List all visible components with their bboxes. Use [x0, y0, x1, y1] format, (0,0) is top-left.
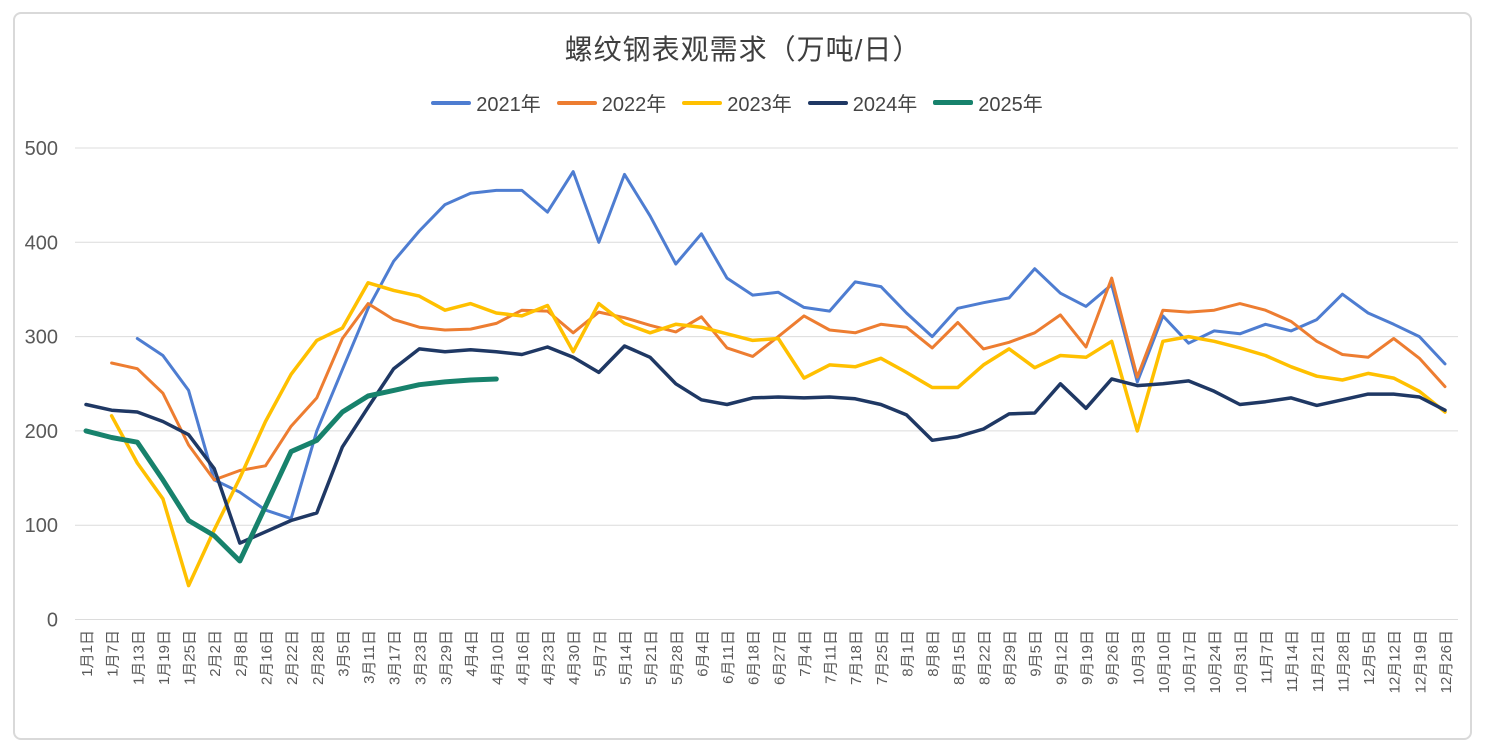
x-axis-tick-label: 2月8日 [233, 630, 250, 677]
x-axis-tick-label: 5月14日 [617, 630, 634, 685]
legend-swatch-2021年 [431, 100, 472, 105]
x-axis-tick-label: 10月31日 [1233, 630, 1250, 693]
x-axis-tick-label: 12月26日 [1438, 630, 1455, 693]
x-axis-tick-label: 1月19日 [156, 630, 173, 685]
x-axis-tick-label: 2月16日 [258, 630, 275, 685]
x-axis-tick-label: 1月25日 [182, 630, 199, 685]
series-line-2024年 [84, 344, 1447, 545]
y-axis-tick-label: 0 [47, 610, 58, 632]
x-axis-tick-label: 8月15日 [951, 630, 968, 685]
x-axis-tick-label: 11月14日 [1284, 630, 1301, 692]
x-axis-tick-label: 7月11日 [823, 630, 840, 684]
x-axis-tick-label: 3月29日 [438, 630, 455, 685]
x-axis-tick-label: 7月25日 [874, 630, 891, 685]
x-axis-tick-label: 10月17日 [1182, 630, 1199, 693]
legend-swatch-2024年 [807, 100, 848, 105]
y-axis-tick-label: 400 [25, 232, 58, 254]
x-axis-tick-label: 8月1日 [900, 630, 917, 677]
legend-swatch-2023年 [682, 100, 723, 105]
x-axis-tick-label: 9月26日 [1105, 630, 1122, 685]
x-axis-tick-label: 11月21日 [1310, 630, 1327, 692]
x-axis-tick-label: 10月10日 [1156, 630, 1173, 693]
chart-border [13, 12, 1472, 740]
legend-label: 2022年 [601, 94, 667, 116]
x-axis-tick-label: 3月11日 [361, 630, 378, 684]
legend: 2021年 2022年 2023年 2024年 2025年 [0, 88, 1486, 117]
x-axis-tick-label: 10月3日 [1130, 630, 1147, 685]
x-axis-tick-label: 9月19日 [1079, 630, 1096, 685]
series-line-2021年 [135, 170, 1447, 521]
x-axis-tick-label: 2月28日 [310, 630, 327, 685]
x-axis-tick-label: 3月17日 [387, 630, 404, 685]
x-axis-tick-label: 9月5日 [1028, 630, 1045, 677]
x-axis-tick-label: 2月22日 [284, 630, 301, 685]
y-axis-tick-label: 300 [25, 327, 58, 349]
x-axis-tick-label: 1月13日 [130, 630, 147, 685]
series-line-2025年 [83, 376, 499, 564]
legend-item-2021年[interactable]: 2021年 [431, 88, 553, 117]
x-axis-tick-label: 11月28日 [1335, 630, 1352, 692]
legend-label: 2024年 [852, 94, 918, 116]
legend-item-2025年[interactable]: 2025年 [933, 88, 1055, 117]
x-axis-tick-label: 12月12日 [1387, 630, 1404, 693]
x-axis-tick-label: 8月22日 [976, 630, 993, 685]
x-axis-tick-label: 6月27日 [771, 630, 788, 685]
y-axis-tick-label: 200 [25, 421, 58, 443]
legend-label: 2021年 [476, 94, 541, 116]
x-axis-tick-label: 5月28日 [669, 630, 686, 685]
x-axis-tick-label: 11月7日 [1259, 630, 1276, 684]
legend-swatch-2025年 [933, 100, 974, 105]
legend-label: 2023年 [727, 94, 792, 116]
series-line-2022年 [110, 276, 1447, 482]
x-axis-tick-label: 7月4日 [797, 630, 814, 677]
x-axis-tick-label: 5月7日 [592, 630, 609, 677]
x-axis-tick-label: 2月2日 [207, 630, 224, 677]
legend-item-2022年[interactable]: 2022年 [556, 88, 679, 117]
x-axis-tick-label: 5月21日 [643, 630, 660, 685]
x-axis-tick-label: 9月12日 [1053, 630, 1070, 685]
x-axis-tick-label: 10月24日 [1207, 630, 1224, 693]
x-axis-tick-label: 4月10日 [489, 630, 506, 685]
x-axis-tick-label: 4月23日 [541, 630, 558, 685]
page-title: 螺纹钢表观需求（万吨/日） [564, 34, 922, 65]
x-axis-tick-label: 1月7日 [105, 630, 122, 677]
legend-label: 2025年 [978, 94, 1043, 116]
x-axis-tick-label: 1月1日 [79, 630, 96, 677]
x-axis-tick-label: 12月5日 [1361, 630, 1378, 685]
y-axis-tick-label: 100 [25, 515, 58, 537]
x-axis-tick-label: 6月11日 [720, 630, 737, 684]
x-axis-tick-label: 8月8日 [925, 630, 942, 677]
y-axis-tick-label: 500 [25, 138, 58, 160]
x-axis-tick-label: 6月18日 [746, 630, 763, 685]
series-line-2023年 [109, 281, 1447, 588]
x-axis-tick-label: 4月30日 [566, 630, 583, 685]
x-axis-tick-label: 6月4日 [694, 630, 711, 677]
legend-item-2023年[interactable]: 2023年 [682, 88, 804, 117]
x-axis-tick-label: 7月18日 [848, 630, 865, 685]
x-axis-tick-label: 3月23日 [412, 630, 429, 685]
legend-item-2024年[interactable]: 2024年 [807, 88, 930, 117]
x-axis-tick-label: 8月29日 [1002, 630, 1019, 685]
x-axis-tick-label: 3月5日 [335, 630, 352, 677]
x-axis-tick-label: 12月19日 [1412, 630, 1429, 693]
x-axis-tick-label: 4月4日 [464, 630, 481, 677]
x-axis-tick-label: 4月16日 [515, 630, 532, 685]
legend-swatch-2022年 [556, 100, 597, 105]
